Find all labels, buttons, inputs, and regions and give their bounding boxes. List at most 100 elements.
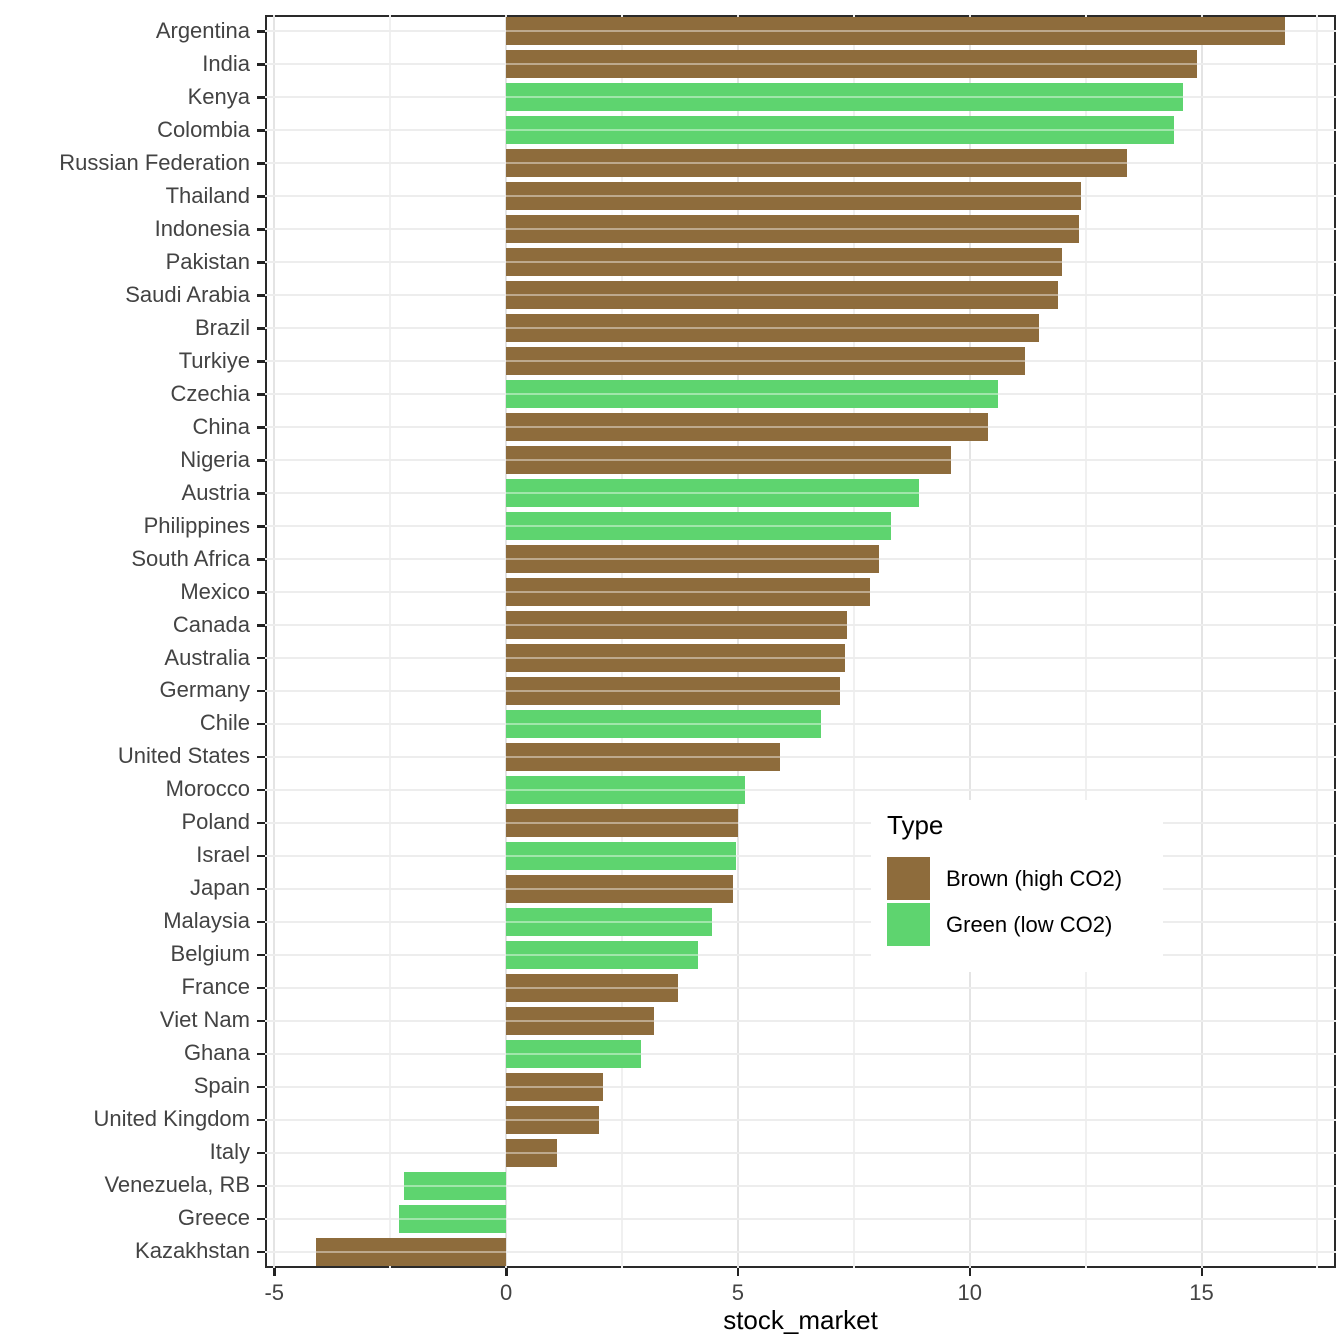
y-axis-label: Nigeria xyxy=(180,446,250,472)
bar-ghana xyxy=(506,1039,641,1068)
y-axis-tick xyxy=(257,360,265,363)
bar-austria xyxy=(506,479,919,508)
y-axis-label: South Africa xyxy=(131,545,250,571)
y-axis-tick xyxy=(257,327,265,330)
y-axis-tick xyxy=(257,30,265,33)
bar-brazil xyxy=(506,314,1040,343)
y-axis-tick xyxy=(257,459,265,462)
minor-gridline xyxy=(621,15,623,1268)
major-gridline xyxy=(1200,15,1203,1268)
y-axis-label: Israel xyxy=(196,842,250,868)
row-gridline xyxy=(265,920,1336,923)
y-axis-label: Czechia xyxy=(170,380,250,406)
y-axis-tick xyxy=(257,722,265,726)
y-axis-label: Belgium xyxy=(170,941,250,967)
y-axis-label: Canada xyxy=(172,611,250,637)
y-axis-label: Chile xyxy=(199,710,250,736)
y-axis-tick xyxy=(257,195,265,198)
y-axis-tick xyxy=(257,129,265,132)
y-axis-tick xyxy=(257,1019,265,1023)
major-gridline xyxy=(273,15,276,1268)
y-axis-label: Japan xyxy=(190,875,250,901)
x-axis-tick-label: 0 xyxy=(499,1280,513,1305)
y-axis-tick xyxy=(257,393,265,396)
y-axis-tick xyxy=(257,821,265,825)
y-axis-label: Mexico xyxy=(180,578,250,604)
legend-entry-green: Green (low CO2) xyxy=(887,903,1163,946)
x-axis-tick xyxy=(1200,1268,1204,1276)
bar-chile xyxy=(506,709,822,738)
x-axis-title: stock_market xyxy=(723,1305,878,1335)
y-axis-tick xyxy=(257,558,265,561)
row-gridline xyxy=(265,1118,1336,1121)
row-gridline xyxy=(265,1085,1336,1088)
x-axis-tick-label: -5 xyxy=(264,1280,285,1305)
y-axis-tick xyxy=(257,1085,265,1089)
x-axis-tick xyxy=(968,1268,972,1276)
y-axis-label: United States xyxy=(117,743,250,769)
bar-czechia xyxy=(506,380,998,409)
bar-australia xyxy=(506,643,845,672)
y-axis-label: Russian Federation xyxy=(59,149,250,175)
y-axis-tick xyxy=(257,1151,265,1155)
legend-title: Type xyxy=(887,810,944,840)
x-axis-tick xyxy=(505,1268,508,1276)
y-axis-tick xyxy=(257,63,265,66)
row-gridline xyxy=(265,1052,1336,1055)
y-axis-tick xyxy=(257,96,265,99)
bar-canada xyxy=(506,611,847,639)
legend-swatch-brown-icon xyxy=(887,857,930,900)
y-axis-tick xyxy=(257,525,265,528)
x-axis-tick-label: 15 xyxy=(1189,1280,1214,1305)
y-axis-label: Greece xyxy=(177,1205,250,1231)
bar-nigeria xyxy=(506,446,952,475)
y-axis-label: Thailand xyxy=(165,182,250,208)
bar-belgium xyxy=(506,940,699,969)
y-axis-tick xyxy=(257,492,265,495)
bar-united-states xyxy=(506,742,780,771)
y-axis-tick xyxy=(257,854,265,858)
bar-france xyxy=(506,973,678,1002)
x-axis-tick xyxy=(736,1268,740,1276)
y-axis-label: Australia xyxy=(164,644,250,670)
row-gridline xyxy=(265,788,1336,791)
bar-china xyxy=(506,413,989,442)
y-axis-tick xyxy=(257,261,265,264)
y-axis-label: Saudi Arabia xyxy=(125,281,250,307)
y-axis-tick xyxy=(257,656,265,660)
bar-spain xyxy=(506,1072,604,1101)
row-gridline xyxy=(265,755,1336,758)
y-axis-tick xyxy=(257,1250,265,1253)
bar-poland xyxy=(506,808,738,837)
bar-kazakhstan xyxy=(316,1237,507,1266)
x-axis-tick xyxy=(273,1268,276,1276)
major-gridline xyxy=(505,15,508,1268)
y-axis-tick xyxy=(257,755,265,759)
y-axis-label: Pakistan xyxy=(165,248,250,274)
major-gridline xyxy=(968,15,971,1268)
x-axis-tick-label: 10 xyxy=(957,1280,982,1305)
y-axis-label: Austria xyxy=(181,479,250,505)
bar-greece xyxy=(399,1204,507,1233)
bar-saudi-arabia xyxy=(506,281,1058,310)
minor-gridline xyxy=(1084,15,1087,1268)
y-axis-label: Venezuela, RB xyxy=(104,1172,250,1198)
y-axis-label: France xyxy=(181,974,250,1000)
row-gridline xyxy=(265,821,1336,824)
bar-philippines xyxy=(506,512,891,541)
bar-pakistan xyxy=(506,248,1063,277)
row-gridline xyxy=(265,1151,1336,1154)
bar-germany xyxy=(506,676,840,705)
bar-italy xyxy=(506,1138,558,1167)
bar-morocco xyxy=(506,775,745,804)
row-gridline xyxy=(265,1217,1336,1220)
y-axis-tick xyxy=(257,1184,265,1188)
y-axis-label: Spain xyxy=(193,1073,250,1099)
row-gridline xyxy=(265,953,1336,956)
y-axis-label: United Kingdom xyxy=(93,1106,250,1132)
y-axis-label: Ghana xyxy=(183,1040,250,1066)
plot-panel: Type Brown (high CO2) Green (low CO2) xyxy=(265,15,1336,1268)
bar-south-africa xyxy=(506,545,880,574)
bar-kenya xyxy=(506,83,1183,112)
